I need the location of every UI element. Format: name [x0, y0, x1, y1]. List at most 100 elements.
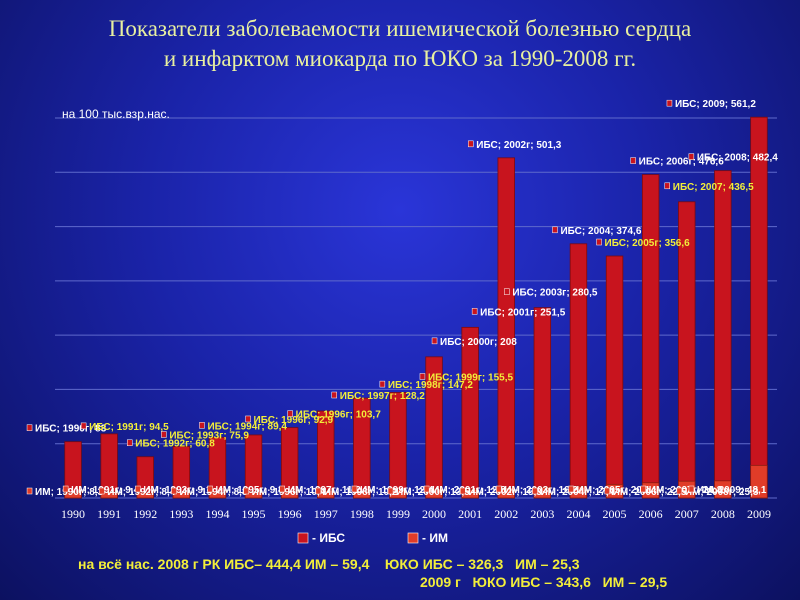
x-tick-1997: 1997: [314, 507, 338, 521]
label-im-1996: ИМ; 1996г; 10,4: [252, 487, 326, 498]
x-tick-1996: 1996: [278, 507, 302, 521]
marker-im-2000: [387, 487, 394, 495]
marker-im-2003: [496, 485, 502, 493]
marker-im-1999: [351, 485, 358, 493]
label-ibs-1996: ИБС; 1996г; 103,7: [296, 410, 382, 421]
x-tick-2004: 2004: [566, 507, 590, 521]
x-tick-1995: 1995: [242, 507, 266, 521]
unit-label: на 100 тыс.взр.нас.: [62, 107, 170, 121]
marker-ibs-2008: [688, 153, 695, 160]
label-im-1990: ИМ; 1990г; 8,3: [35, 487, 103, 498]
marker-ibs-2001: [471, 308, 478, 315]
label-ibs-1990: ИБС; 1990г; 83: [35, 424, 107, 435]
x-tick-2005: 2005: [603, 507, 627, 521]
marker-ibs-1992: [127, 439, 133, 446]
label-im-2004: ИМ; 2004г; 17,4: [540, 487, 614, 498]
data-labels: ИБС; 1990г; 83 ИМ; 1990г; 8,3 ИБС; 1991г; …: [26, 99, 778, 498]
marker-ibs-2002: [468, 140, 474, 148]
marker-im-1998: [315, 487, 322, 495]
label-ibs-2001: ИБС; 2001г; 251,5: [480, 307, 566, 318]
label-im-2000: ИМ; 2000г; 13,5: [396, 487, 470, 498]
legend: - ИБС - ИМ: [297, 531, 448, 545]
legend-swatch-im: [407, 532, 419, 544]
marker-im-1992: [99, 487, 105, 495]
bar-im-1996: [280, 490, 299, 499]
label-ibs-2000: ИБС; 2000г; 208: [440, 337, 517, 348]
marker-im-2007: [640, 485, 646, 493]
title-line-1: Показатели заболеваемости ишемической бо…: [108, 16, 692, 41]
bar-im-1990: [64, 491, 82, 499]
label-im-2008: ИМ; 2008г; 25,3: [685, 487, 759, 498]
x-tick-1999: 1999: [386, 507, 410, 521]
label-ibs-1995: ИБС; 1996г; 92,9: [254, 415, 334, 426]
marker-ibs-1991: [80, 422, 87, 430]
footer-line-2: 2009 г ЮКО ИБС – 343,6 ИМ – 29,5: [420, 574, 668, 590]
marker-im-2005: [568, 485, 574, 493]
legend-label-im: - ИМ: [422, 531, 448, 545]
marker-im-1994: [171, 487, 177, 495]
label-im-1998: ИМ; 1998г; 10,2: [324, 487, 398, 498]
label-ibs-1998: ИБС; 1998г; 147,2: [388, 380, 474, 391]
label-im-2005: ИМ; 2005г; 20,1: [577, 485, 651, 496]
bar-im-2002: [497, 487, 515, 499]
bar-ibs-2004: [569, 243, 588, 499]
marker-im-1990: [26, 487, 33, 495]
marker-im-1993: [135, 485, 141, 493]
label-im-2002: ИМ; 2002г; 15,3: [468, 487, 542, 498]
x-tick-1990: 1990: [61, 507, 85, 521]
bar-ibs-2001: [461, 326, 479, 499]
footer-line-1: на всё нас. 2008 г РК ИБС– 444,4 ИМ – 59…: [78, 556, 580, 572]
marker-ibs-1995: [245, 415, 251, 423]
bar-im-2009: [750, 464, 768, 499]
bar-im-1991: [100, 491, 118, 499]
label-im-2007: ИМ; 2007г; 24,8: [649, 485, 723, 496]
label-im-1995: ИМ; 1995г; 9,8: [216, 485, 284, 496]
bar-ibs-2008: [714, 170, 732, 499]
marker-ibs-1990: [26, 424, 33, 431]
label-im-2006: ИМ; 2006г; 22,5: [613, 487, 687, 498]
label-im-1991: ИМ; 1991г; 9,4: [71, 485, 139, 496]
marker-im-1997: [279, 485, 285, 493]
x-tick-2009: 2009: [747, 507, 771, 521]
marker-im-2001: [423, 485, 430, 493]
label-ibs-1994: ИБС; 1994г; 89,4: [207, 421, 287, 432]
x-tick-1994: 1994: [205, 507, 229, 521]
label-im-1999: ИМ; 1999г; 12,4: [360, 485, 434, 496]
label-im-2001: ИМ; 2001г; 12,8: [432, 485, 506, 496]
marker-im-2006: [604, 487, 610, 495]
marker-ibs-1993: [161, 431, 167, 438]
marker-ibs-1998: [379, 380, 386, 388]
x-tick-2001: 2001: [458, 507, 482, 521]
bar-im-2008: [714, 480, 732, 499]
marker-im-2009: [688, 485, 695, 493]
bars: [64, 116, 768, 499]
x-tick-2000: 2000: [422, 507, 446, 521]
bar-im-1992: [136, 491, 154, 499]
x-tick-2002: 2002: [494, 507, 518, 521]
marker-im-1991: [62, 485, 69, 493]
label-ibs-1999: ИБС; 1999г; 155,5: [428, 372, 514, 383]
bar-im-1995: [244, 490, 263, 499]
marker-im-2004: [532, 487, 538, 495]
marker-ibs-2003: [504, 288, 510, 295]
label-ibs-2007: ИБС; 2007; 436,5: [673, 182, 754, 193]
x-tick-2003: 2003: [530, 507, 554, 521]
x-tick-2007: 2007: [675, 507, 699, 521]
marker-ibs-2000: [431, 337, 438, 345]
label-ibs-2002: ИБС; 2002г; 501,3: [476, 140, 562, 151]
x-tick-1992: 1992: [133, 507, 157, 521]
label-ibs-1991: ИБС; 1991г; 94,5: [89, 422, 169, 433]
marker-ibs-2007: [664, 182, 670, 190]
label-ibs-1993: ИБС; 1993г; 75,9: [169, 430, 249, 441]
bar-ibs-1999: [389, 392, 407, 499]
x-tick-2008: 2008: [711, 507, 735, 521]
x-tick-1993: 1993: [169, 507, 193, 521]
marker-im-1995: [207, 485, 213, 493]
marker-im-2008: [676, 487, 683, 495]
bar-ibs-2009: [750, 116, 768, 499]
label-ibs-2003: ИБС; 2003г; 280,5: [512, 288, 598, 299]
bar-ibs-2005: [605, 255, 624, 499]
label-im-1992: ИМ; 1992г; 8,4: [107, 487, 175, 498]
marker-ibs-2004: [552, 226, 558, 234]
